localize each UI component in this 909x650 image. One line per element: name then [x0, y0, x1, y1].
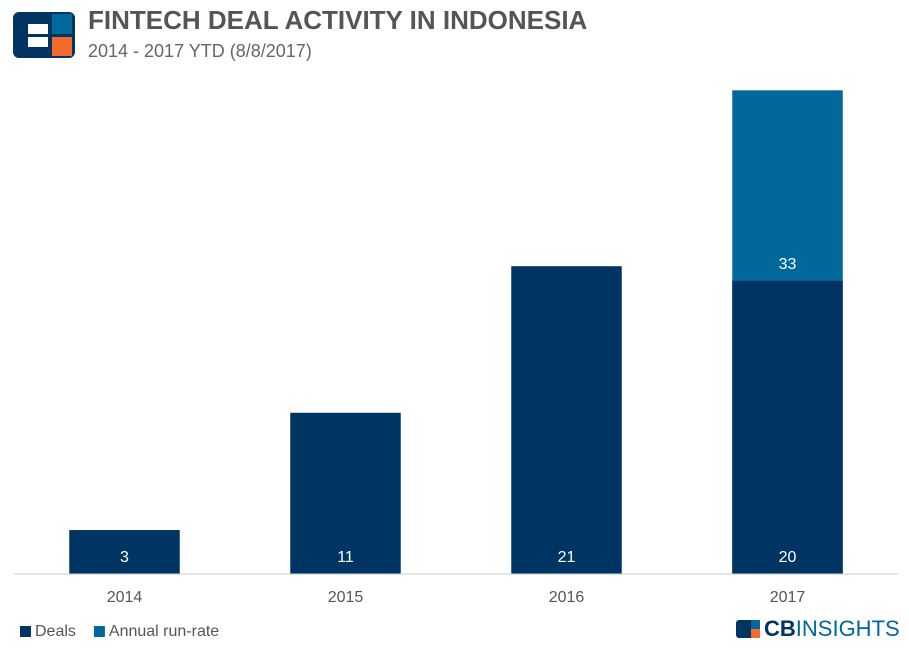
brand-light: INSIGHTS	[796, 616, 900, 641]
legend-label: Deals	[35, 623, 76, 640]
logo-icon	[13, 12, 75, 58]
legend-label: Annual run-rate	[109, 623, 219, 640]
legend-swatch	[20, 626, 31, 637]
bar	[290, 412, 401, 574]
chart-subtitle: 2014 - 2017 YTD (8/8/2017)	[88, 41, 312, 61]
data-label: 11	[337, 549, 354, 566]
bar	[511, 266, 622, 574]
x-tick-label: 2015	[328, 589, 364, 606]
brand-logo: CBINSIGHTS	[736, 616, 900, 641]
bar	[69, 530, 180, 574]
data-label: 20	[779, 549, 797, 566]
data-label: 33	[779, 256, 797, 273]
x-tick-label: 2016	[549, 589, 585, 606]
legend-swatch	[93, 626, 105, 637]
data-label: 3	[120, 549, 129, 566]
chart-title: FINTECH DEAL ACTIVITY IN INDONESIA	[88, 5, 588, 35]
data-label: 21	[558, 549, 576, 566]
x-tick-label: 2017	[770, 589, 806, 606]
bar	[732, 280, 843, 574]
brand-bold: CB	[764, 616, 796, 641]
x-tick-label: 2014	[107, 589, 143, 606]
brand-text: CBINSIGHTS	[764, 616, 900, 641]
